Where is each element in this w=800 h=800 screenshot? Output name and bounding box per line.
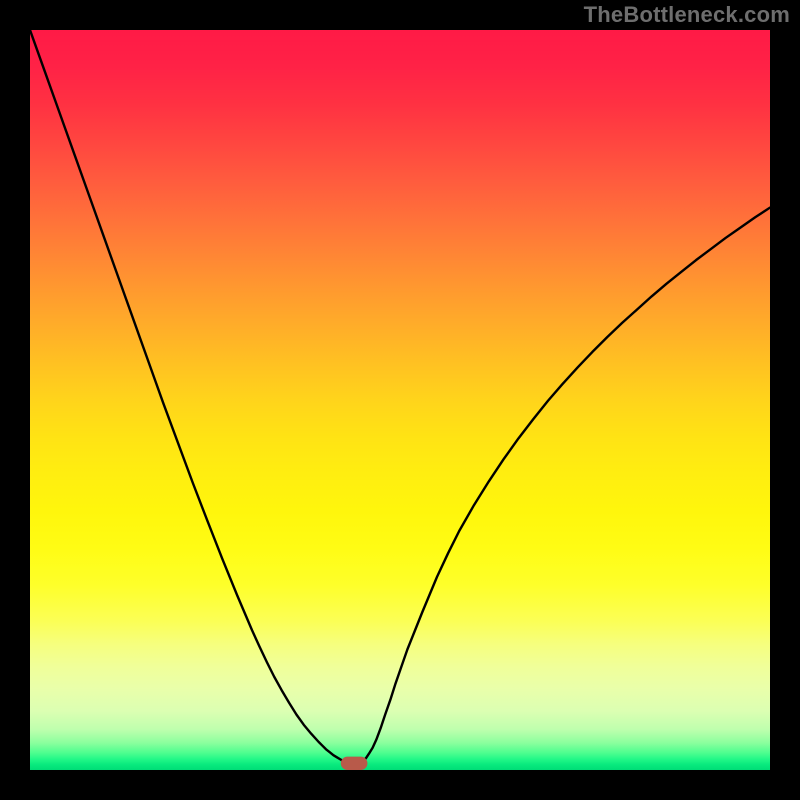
watermark-text: TheBottleneck.com <box>584 2 790 28</box>
chart-background <box>30 30 770 770</box>
chart-svg <box>0 0 800 800</box>
optimal-marker <box>341 757 368 770</box>
chart-container: TheBottleneck.com <box>0 0 800 800</box>
